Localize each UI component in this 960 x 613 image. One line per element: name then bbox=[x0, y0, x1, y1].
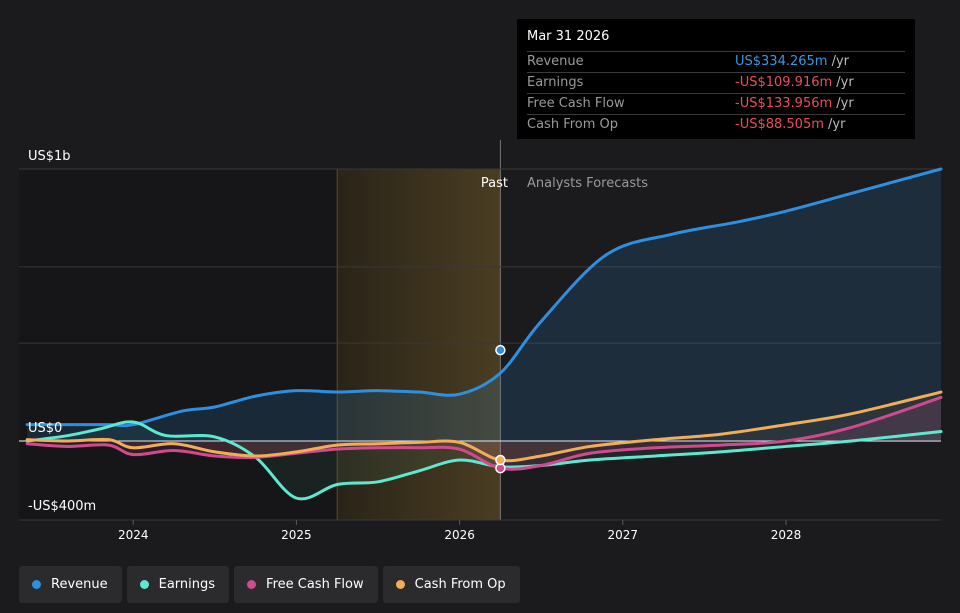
tooltip-row-unit: /yr bbox=[836, 96, 854, 111]
legend-dot-icon bbox=[395, 580, 405, 589]
line-free-cash-flow bbox=[25, 395, 943, 471]
legend-label: Earnings bbox=[158, 577, 216, 592]
point-revenue bbox=[495, 344, 506, 356]
tooltip-row-revenue: Revenue US$334.265m /yr bbox=[527, 51, 905, 72]
tooltip-row-label: Earnings bbox=[527, 75, 584, 90]
past-label: Past bbox=[481, 176, 508, 191]
tooltip-row-label: Free Cash Flow bbox=[527, 96, 625, 111]
point-cash-from-op bbox=[495, 454, 506, 466]
legend-label: Free Cash Flow bbox=[266, 577, 364, 592]
tooltip-row-value: -US$133.956m bbox=[735, 96, 833, 111]
tooltip-row-value: US$334.265m bbox=[735, 54, 828, 69]
legend-item-free-cash-flow[interactable]: Free Cash Flow bbox=[234, 566, 378, 603]
tooltip-row-cash-from-op: Cash From Op -US$88.505m /yr bbox=[527, 114, 905, 135]
x-tick-label: 2024 bbox=[118, 528, 149, 542]
line-revenue bbox=[25, 167, 943, 428]
area-revenue bbox=[27, 169, 941, 441]
tooltip-row-value-wrap: -US$109.916m /yr bbox=[735, 73, 854, 93]
tooltip-row-unit: /yr bbox=[828, 117, 846, 132]
legend-item-cash-from-op[interactable]: Cash From Op bbox=[382, 566, 520, 603]
tooltip-row-value-wrap: US$334.265m /yr bbox=[735, 52, 849, 72]
forecast-label: Analysts Forecasts bbox=[527, 176, 648, 191]
area-free-cash-flow bbox=[27, 397, 941, 470]
legend-item-earnings[interactable]: Earnings bbox=[126, 566, 230, 603]
tooltip-row-value: -US$109.916m bbox=[735, 75, 833, 90]
legend-label: Cash From Op bbox=[414, 577, 506, 592]
tooltip: Mar 31 2026 Revenue US$334.265m /yr Earn… bbox=[517, 19, 915, 139]
legend-dot-icon bbox=[32, 580, 41, 589]
line-earnings bbox=[25, 420, 943, 501]
tooltip-row-free-cash-flow: Free Cash Flow -US$133.956m /yr bbox=[527, 93, 905, 114]
tooltip-row-unit: /yr bbox=[836, 75, 854, 90]
tooltip-row-unit: /yr bbox=[831, 54, 850, 69]
x-tick-label: 2026 bbox=[444, 528, 475, 542]
y-label-top: US$1b bbox=[28, 149, 71, 164]
legend-dot-icon bbox=[139, 580, 149, 589]
tooltip-row-value-wrap: -US$133.956m /yr bbox=[735, 94, 854, 114]
legend-label: Revenue bbox=[51, 577, 108, 592]
tooltip-row-value-wrap: -US$88.505m /yr bbox=[735, 115, 845, 135]
x-tick-label: 2027 bbox=[608, 528, 639, 542]
tooltip-row-label: Cash From Op bbox=[527, 117, 619, 132]
y-label-bottom: -US$400m bbox=[28, 499, 96, 514]
legend: Revenue Earnings Free Cash Flow Cash Fro… bbox=[19, 566, 520, 603]
legend-item-revenue[interactable]: Revenue bbox=[19, 566, 122, 603]
tooltip-row-earnings: Earnings -US$109.916m /yr bbox=[527, 72, 905, 93]
tooltip-date: Mar 31 2026 bbox=[527, 29, 610, 44]
x-tick-label: 2028 bbox=[771, 528, 802, 542]
y-label-zero: US$0 bbox=[28, 421, 62, 436]
area-cash-from-op bbox=[27, 392, 941, 461]
tooltip-row-label: Revenue bbox=[527, 54, 584, 69]
line-cash-from-op bbox=[25, 390, 943, 463]
tooltip-row-value: -US$88.505m bbox=[735, 117, 824, 132]
x-tick-label: 2025 bbox=[281, 528, 312, 542]
legend-dot-icon bbox=[247, 580, 257, 589]
